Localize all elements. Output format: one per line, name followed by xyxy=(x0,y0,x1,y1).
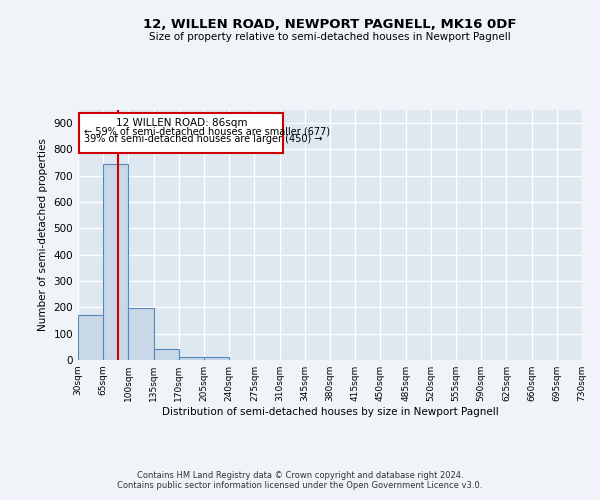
Text: 12, WILLEN ROAD, NEWPORT PAGNELL, MK16 0DF: 12, WILLEN ROAD, NEWPORT PAGNELL, MK16 0… xyxy=(143,18,517,30)
Text: 39% of semi-detached houses are larger (450) →: 39% of semi-detached houses are larger (… xyxy=(84,134,322,144)
Text: Size of property relative to semi-detached houses in Newport Pagnell: Size of property relative to semi-detach… xyxy=(149,32,511,42)
Bar xyxy=(103,164,128,360)
Y-axis label: Number of semi-detached properties: Number of semi-detached properties xyxy=(38,138,48,332)
Text: Contains HM Land Registry data © Crown copyright and database right 2024.
Contai: Contains HM Land Registry data © Crown c… xyxy=(118,470,482,490)
Bar xyxy=(78,316,103,360)
Bar xyxy=(204,358,229,360)
X-axis label: Distribution of semi-detached houses by size in Newport Pagnell: Distribution of semi-detached houses by … xyxy=(161,407,499,417)
Bar xyxy=(154,350,179,360)
Bar xyxy=(128,308,154,360)
Text: ← 59% of semi-detached houses are smaller (677): ← 59% of semi-detached houses are smalle… xyxy=(84,127,330,137)
Text: 12 WILLEN ROAD: 86sqm: 12 WILLEN ROAD: 86sqm xyxy=(116,118,247,128)
Bar xyxy=(179,356,204,360)
Bar xyxy=(79,113,283,153)
